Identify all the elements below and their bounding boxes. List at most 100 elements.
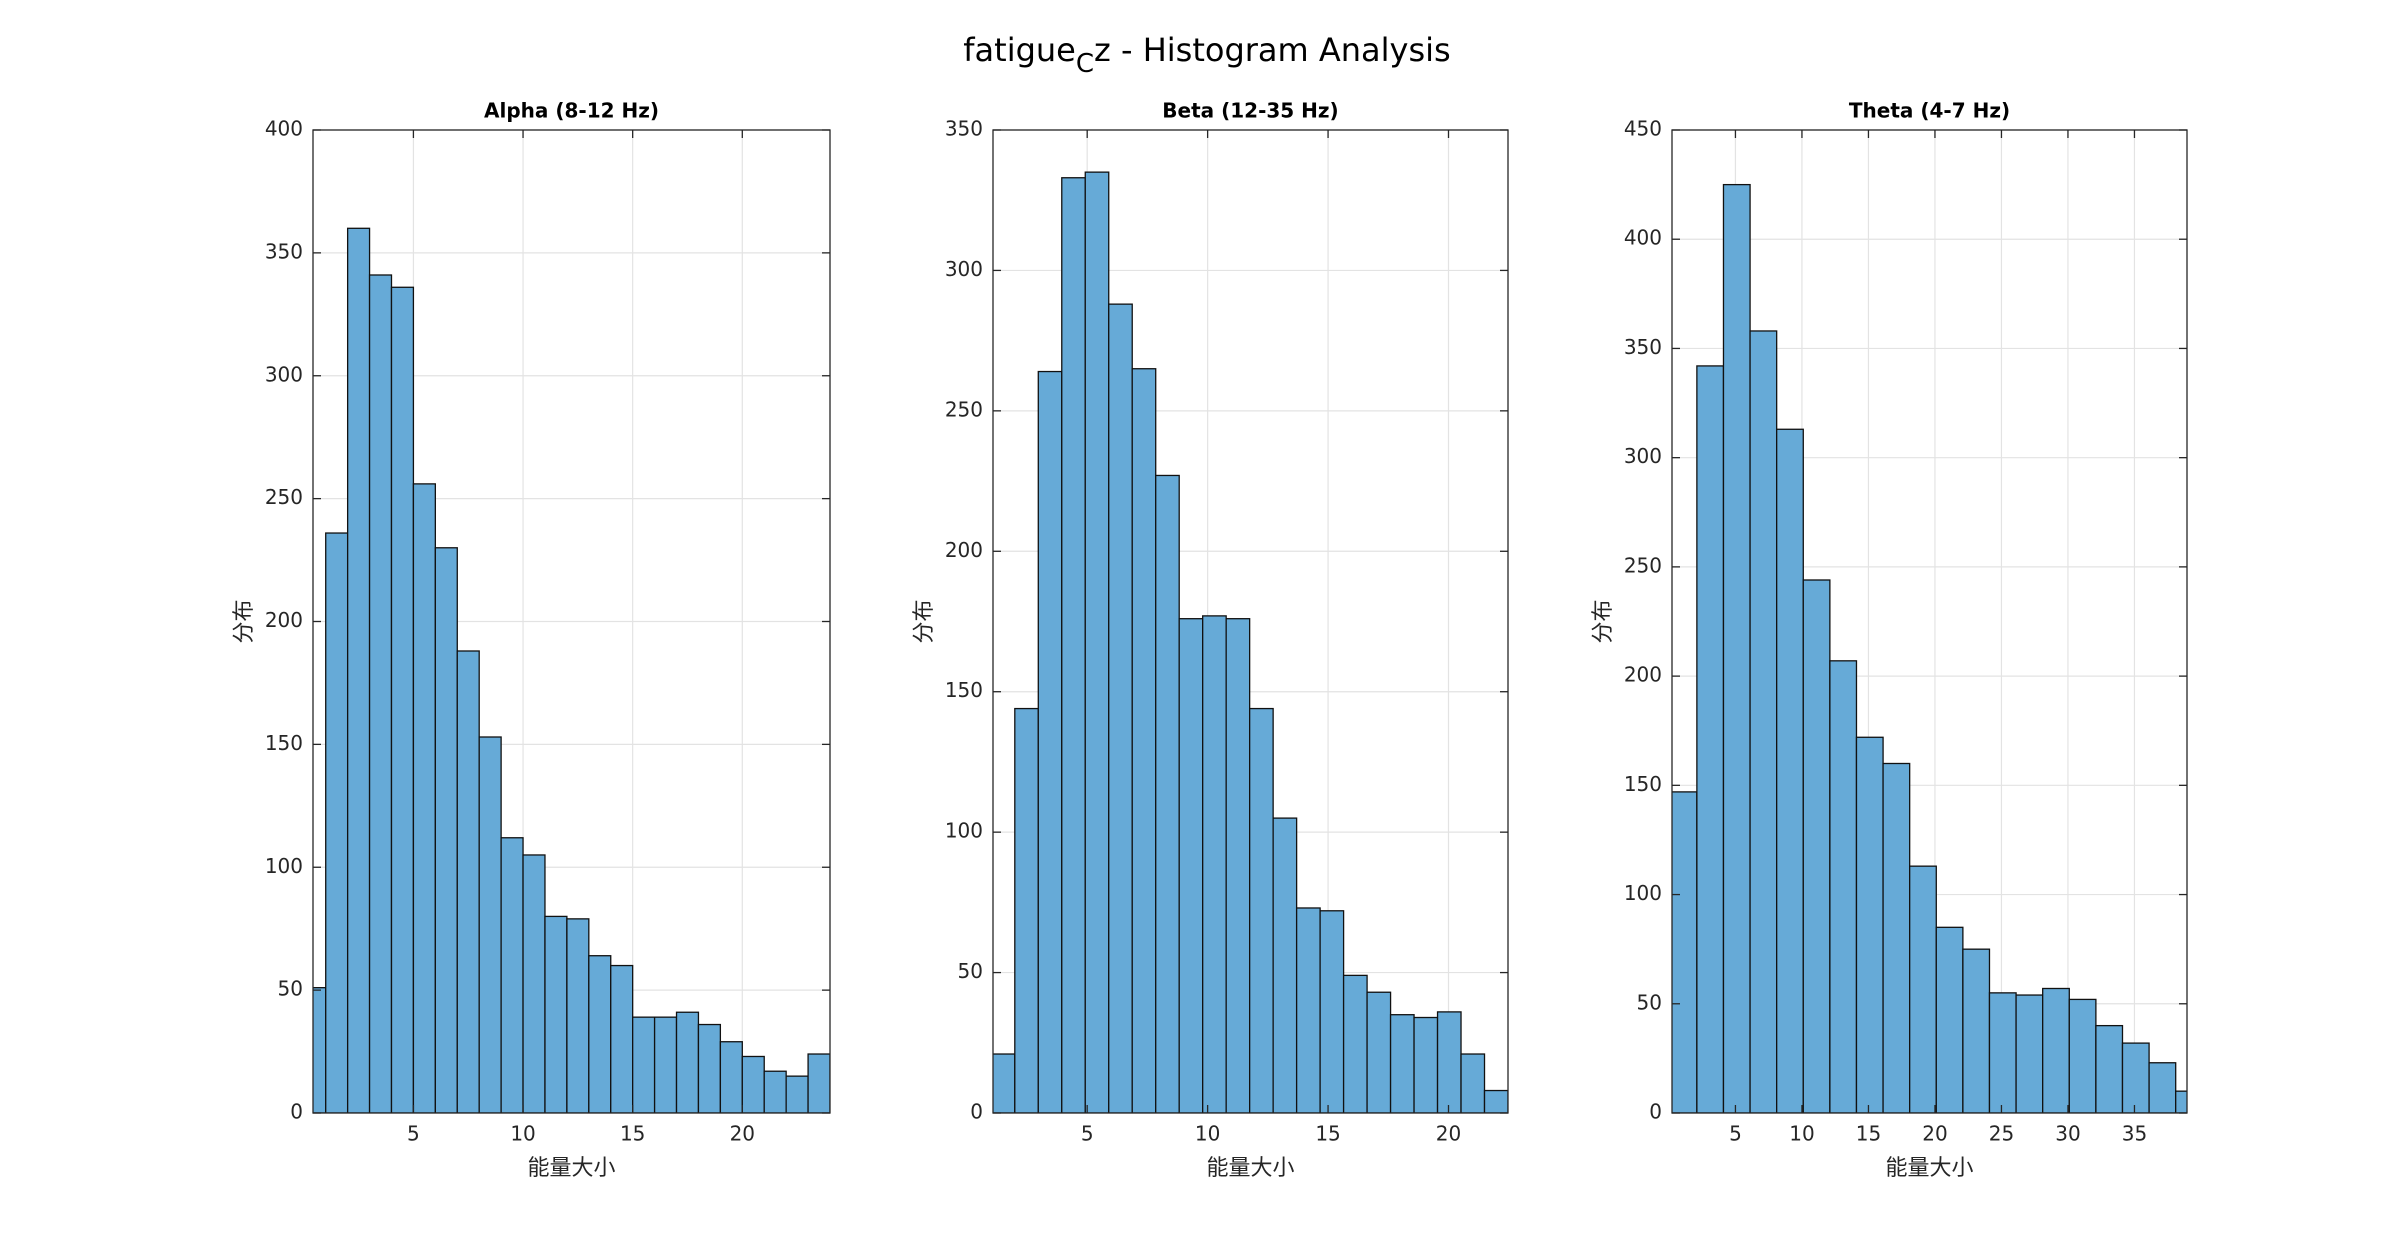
title-rest: z - Histogram Analysis: [1094, 31, 1451, 69]
bar: [610, 964, 634, 1113]
bar: [719, 1041, 743, 1113]
x-tick-label: 15: [1856, 1122, 1881, 1146]
bar: [1722, 183, 1751, 1113]
x-tick-label: 10: [510, 1122, 535, 1146]
y-tick-label: 50: [1637, 990, 1662, 1014]
y-tick-label: 50: [958, 959, 983, 983]
bar: [412, 483, 436, 1113]
bar: [653, 1016, 678, 1113]
x-tick-label: 5: [1081, 1122, 1094, 1146]
bar: [1749, 330, 1778, 1113]
bar: [2175, 1090, 2187, 1113]
y-tick-label: 150: [1624, 772, 1662, 796]
y-tick-label: 300: [945, 257, 983, 281]
y-axis-label: 分布: [1591, 599, 1616, 643]
title-subscript: C: [1076, 49, 1094, 79]
bar: [588, 955, 612, 1113]
x-axis-label: 能量大小: [1885, 1156, 1973, 1181]
x-tick-label: 30: [2055, 1122, 2080, 1146]
bar: [1155, 474, 1180, 1113]
x-tick-label: 15: [1315, 1122, 1340, 1146]
y-tick-label: 50: [278, 977, 303, 1001]
bar: [2095, 1024, 2124, 1113]
bar: [1249, 707, 1274, 1113]
bar: [1202, 615, 1227, 1113]
bar: [1342, 974, 1368, 1113]
x-tick-label: 10: [1195, 1122, 1220, 1146]
x-tick-label: 5: [1729, 1122, 1742, 1146]
x-tick-label: 20: [730, 1122, 755, 1146]
x-tick-label: 20: [1922, 1122, 1947, 1146]
bar: [390, 286, 415, 1113]
x-tick-label: 35: [2122, 1122, 2147, 1146]
y-tick-label: 200: [945, 538, 983, 562]
bar: [566, 918, 590, 1113]
bar: [763, 1070, 787, 1113]
y-tick-label: 100: [265, 854, 303, 878]
bar: [1962, 948, 1991, 1113]
bar: [2148, 1062, 2177, 1113]
bars: [993, 171, 1508, 1113]
bar: [1829, 660, 1858, 1113]
bars: [1672, 183, 2187, 1113]
x-tick-label: 5: [407, 1122, 420, 1146]
bar: [1776, 428, 1804, 1113]
x-tick-label: 15: [620, 1122, 645, 1146]
subplot: 0 50 100 150 200 250 300 350 5 10 15 20 Beta (12-35 …: [912, 99, 1509, 1181]
bar: [1108, 303, 1133, 1113]
subplot-title: Beta (12-35 Hz): [1162, 99, 1338, 123]
bar: [1696, 365, 1725, 1113]
y-tick-label: 150: [265, 731, 303, 755]
bar: [2121, 1042, 2150, 1113]
x-tick-label: 20: [1436, 1122, 1461, 1146]
y-tick-label: 100: [945, 819, 983, 843]
x-axis-label: 能量大小: [527, 1156, 615, 1181]
x-tick-label: 10: [1789, 1122, 1814, 1146]
bar: [1935, 926, 1964, 1113]
bar: [434, 547, 458, 1113]
bar: [993, 1053, 1016, 1113]
bar: [1178, 618, 1204, 1113]
bar: [785, 1075, 809, 1113]
bar: [1319, 910, 1345, 1113]
bar: [1436, 1011, 1462, 1113]
bar: [544, 915, 568, 1113]
axes-box: [1671, 129, 2188, 1114]
bar: [522, 854, 546, 1113]
y-tick-label: 450: [1624, 117, 1662, 141]
bar: [346, 227, 371, 1113]
bar: [1272, 817, 1298, 1113]
y-axis-label: 分布: [232, 599, 257, 643]
bar: [456, 650, 480, 1113]
bar: [1988, 992, 2017, 1113]
figure-title: fatigueCz - Histogram Analysis: [963, 31, 1450, 79]
y-tick-label: 250: [265, 485, 303, 509]
bar: [632, 1016, 656, 1113]
y-tick-label: 0: [290, 1100, 303, 1124]
y-tick-label: 200: [1624, 663, 1662, 687]
bar: [1909, 865, 1937, 1113]
subplot-title: Theta (4-7 Hz): [1849, 99, 2010, 123]
bar: [500, 837, 524, 1113]
bar: [1131, 368, 1157, 1113]
bar: [1014, 707, 1039, 1113]
bar: [1084, 171, 1110, 1113]
bar: [478, 736, 502, 1113]
y-tick-label: 300: [265, 362, 303, 386]
bar: [1037, 370, 1063, 1113]
y-tick-label: 0: [1649, 1100, 1662, 1124]
bar: [2015, 994, 2044, 1113]
y-tick-label: 350: [945, 117, 983, 141]
bars: [313, 227, 830, 1113]
axes-box: [992, 129, 1509, 1114]
bar: [741, 1055, 765, 1113]
subplot: 0 50 100 150 200 250 300 350 400 5 10 15 20 Alpha (8-…: [232, 99, 831, 1181]
y-tick-label: 250: [1624, 553, 1662, 577]
bar: [1413, 1016, 1439, 1113]
y-tick-label: 150: [945, 678, 983, 702]
y-tick-label: 400: [1624, 226, 1662, 250]
bar: [1802, 579, 1831, 1113]
bar: [1882, 762, 1911, 1113]
y-tick-label: 350: [1624, 335, 1662, 359]
